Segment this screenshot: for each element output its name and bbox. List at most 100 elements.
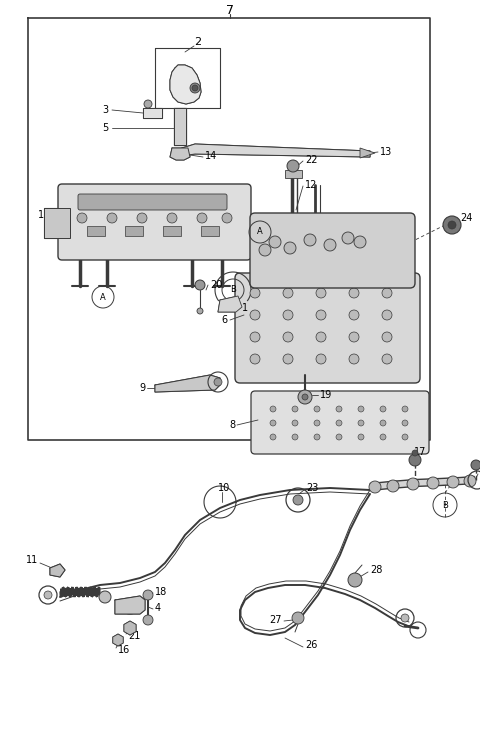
Circle shape (197, 213, 207, 223)
Circle shape (471, 460, 480, 470)
Circle shape (283, 310, 293, 320)
Text: 11: 11 (26, 555, 38, 565)
Circle shape (316, 354, 326, 364)
Text: 28: 28 (370, 565, 383, 575)
Circle shape (369, 481, 381, 493)
Circle shape (44, 591, 52, 599)
Polygon shape (201, 226, 219, 236)
Circle shape (402, 434, 408, 440)
Circle shape (382, 288, 392, 298)
Circle shape (192, 85, 198, 91)
Circle shape (402, 420, 408, 426)
FancyBboxPatch shape (250, 213, 415, 288)
Polygon shape (62, 188, 247, 256)
Text: 1: 1 (242, 303, 248, 313)
Text: A: A (100, 292, 106, 301)
Circle shape (270, 420, 276, 426)
Text: 26: 26 (305, 640, 317, 650)
Circle shape (270, 406, 276, 412)
Text: 24: 24 (460, 213, 472, 223)
Circle shape (342, 232, 354, 244)
Circle shape (222, 213, 232, 223)
Circle shape (412, 450, 418, 456)
Text: 7: 7 (226, 4, 234, 16)
Circle shape (349, 354, 359, 364)
Circle shape (298, 390, 312, 404)
Circle shape (292, 420, 298, 426)
Circle shape (259, 244, 271, 256)
Circle shape (143, 615, 153, 625)
Circle shape (409, 454, 421, 466)
Polygon shape (218, 296, 242, 312)
Circle shape (304, 234, 316, 246)
Circle shape (324, 239, 336, 251)
Polygon shape (174, 108, 186, 145)
Text: 17: 17 (414, 447, 426, 457)
Circle shape (250, 310, 260, 320)
Circle shape (336, 406, 342, 412)
Circle shape (354, 236, 366, 248)
Circle shape (349, 332, 359, 342)
Circle shape (358, 434, 364, 440)
Circle shape (316, 332, 326, 342)
Circle shape (284, 242, 296, 254)
Text: 10: 10 (218, 483, 230, 493)
Circle shape (382, 310, 392, 320)
FancyBboxPatch shape (78, 194, 227, 210)
Circle shape (314, 406, 320, 412)
Circle shape (380, 420, 386, 426)
Circle shape (314, 420, 320, 426)
Circle shape (283, 288, 293, 298)
Circle shape (464, 475, 476, 487)
Circle shape (292, 612, 304, 624)
Text: 6: 6 (222, 315, 228, 325)
Circle shape (348, 573, 362, 587)
Circle shape (270, 434, 276, 440)
Polygon shape (163, 226, 181, 236)
Polygon shape (143, 108, 162, 118)
Polygon shape (115, 596, 145, 614)
Circle shape (382, 332, 392, 342)
Circle shape (107, 213, 117, 223)
Circle shape (293, 495, 303, 505)
Text: 21: 21 (128, 631, 140, 641)
Polygon shape (285, 170, 302, 178)
Circle shape (407, 478, 419, 490)
Polygon shape (182, 144, 370, 157)
Circle shape (443, 216, 461, 234)
Text: 23: 23 (306, 483, 318, 493)
Circle shape (427, 477, 439, 489)
Circle shape (401, 614, 409, 622)
Circle shape (380, 434, 386, 440)
Circle shape (167, 213, 177, 223)
Polygon shape (125, 226, 143, 236)
Circle shape (316, 288, 326, 298)
Circle shape (387, 480, 399, 492)
Circle shape (99, 591, 111, 603)
Circle shape (302, 394, 308, 400)
Text: 13: 13 (380, 147, 392, 157)
Circle shape (336, 420, 342, 426)
Text: B: B (442, 501, 448, 510)
Circle shape (358, 406, 364, 412)
Circle shape (190, 83, 200, 93)
Text: 14: 14 (205, 151, 217, 161)
Text: 9: 9 (139, 383, 145, 393)
Circle shape (349, 310, 359, 320)
Circle shape (283, 332, 293, 342)
Polygon shape (360, 148, 375, 158)
Circle shape (447, 476, 459, 488)
Circle shape (250, 288, 260, 298)
FancyBboxPatch shape (251, 391, 429, 454)
Polygon shape (170, 148, 190, 160)
Text: 18: 18 (155, 587, 167, 597)
Circle shape (292, 434, 298, 440)
Text: 19: 19 (320, 390, 332, 400)
Text: A: A (257, 228, 263, 237)
Circle shape (283, 354, 293, 364)
Text: 4: 4 (155, 603, 161, 613)
Circle shape (269, 236, 281, 248)
Polygon shape (50, 564, 65, 577)
Circle shape (250, 354, 260, 364)
Polygon shape (155, 375, 220, 392)
